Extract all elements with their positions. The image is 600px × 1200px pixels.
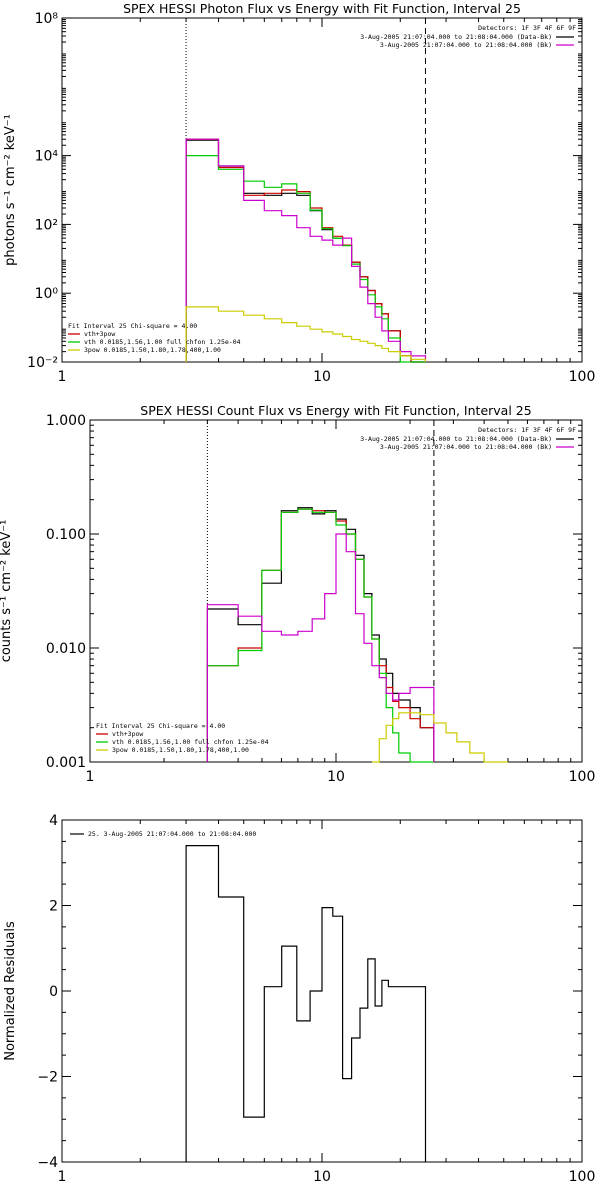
y-tick-label: 10⁰ xyxy=(35,286,59,302)
series-line-3 xyxy=(185,138,427,362)
fit-legend-label: vth+3pow xyxy=(112,730,143,738)
series-line-3 xyxy=(206,533,435,762)
series-line-0 xyxy=(185,845,427,1162)
fit-legend-label: vth 0.0185,1.56,1.00 full chfon 1.25e-04 xyxy=(112,738,269,746)
y-tick-label: 4 xyxy=(49,813,58,829)
legend-header: Detectors: 1F 3F 4F 6F 9F xyxy=(478,24,576,32)
series-line-1 xyxy=(206,508,435,762)
x-tick-label: 100 xyxy=(569,769,596,785)
x-tick-label: 10 xyxy=(313,1169,331,1185)
y-tick-label: 10⁴ xyxy=(35,149,59,165)
series-line-0 xyxy=(185,139,426,363)
legend-entry: 25. 3-Aug-2005 21:07:04.000 to 21:08:04.… xyxy=(88,830,256,838)
y-axis-label: counts s⁻¹ cm⁻² keV⁻¹ xyxy=(0,520,14,663)
y-tick-label: 1.000 xyxy=(46,413,86,429)
chart-title: SPEX HESSI Count Flux vs Energy with Fit… xyxy=(140,403,531,418)
series-line-1 xyxy=(185,138,426,363)
x-tick-label: 1 xyxy=(58,369,67,385)
y-tick-label: −4 xyxy=(37,1155,58,1171)
x-tick-label: 100 xyxy=(569,1169,596,1185)
y-tick-label: 0 xyxy=(49,984,58,1000)
legend-entry: 3-Aug-2005 21:07:04.000 to 21:08:04.000 … xyxy=(360,33,552,41)
y-tick-label: −2 xyxy=(37,1070,58,1086)
x-tick-label: 1 xyxy=(86,769,95,785)
y-tick-label: 10² xyxy=(35,217,58,233)
series-line-2 xyxy=(185,155,426,363)
y-axis-label: Normalized Residuals xyxy=(3,921,18,1061)
series-line-4 xyxy=(371,712,508,763)
chart-title: SPEX HESSI Photon Flux vs Energy with Fi… xyxy=(123,1,521,16)
fit-legend-label: vth+3pow xyxy=(84,330,115,338)
y-tick-label: 2 xyxy=(49,899,58,915)
fit-legend-label: vth 0.0185,1.56,1.00 full chfon 1.25e-04 xyxy=(84,338,241,346)
fit-legend-label: 3pow 0.0185,1.50,1.80,1.78,400,1.00 xyxy=(84,346,221,354)
y-axis-label: photons s⁻¹ cm⁻² keV⁻¹ xyxy=(3,114,18,266)
legend-entry: 3-Aug-2005 21:07:04.000 to 21:08:04.000 … xyxy=(380,41,552,49)
y-tick-label: 0.100 xyxy=(46,527,86,543)
y-tick-label: 10⁻² xyxy=(27,355,58,371)
legend-entry: 3-Aug-2005 21:07:04.000 to 21:08:04.000 … xyxy=(380,443,552,451)
y-tick-label: 0.010 xyxy=(46,641,86,657)
plot-frame xyxy=(61,17,583,363)
legend-entry: 3-Aug-2005 21:07:04.000 to 21:08:04.000 … xyxy=(360,435,552,443)
y-tick-label: 0.001 xyxy=(46,755,86,771)
fit-info-text: Fit Interval 25 Chi-square = 4.00 xyxy=(96,722,225,730)
y-tick-label: 10⁸ xyxy=(35,11,59,27)
x-tick-label: 100 xyxy=(569,369,596,385)
x-tick-label: 1 xyxy=(58,1169,67,1185)
fit-info-text: Fit Interval 25 Chi-square = 4.00 xyxy=(68,322,197,330)
x-tick-label: 10 xyxy=(327,769,345,785)
series-line-2 xyxy=(206,508,434,763)
legend-header: Detectors: 1F 3F 4F 6F 9F xyxy=(478,426,576,434)
series-line-4 xyxy=(185,306,427,362)
x-tick-label: 10 xyxy=(313,369,331,385)
fit-legend-label: 3pow 0.0185,1.50,1.80,1.78,400,1.00 xyxy=(112,746,249,754)
series-line-0 xyxy=(206,507,435,762)
